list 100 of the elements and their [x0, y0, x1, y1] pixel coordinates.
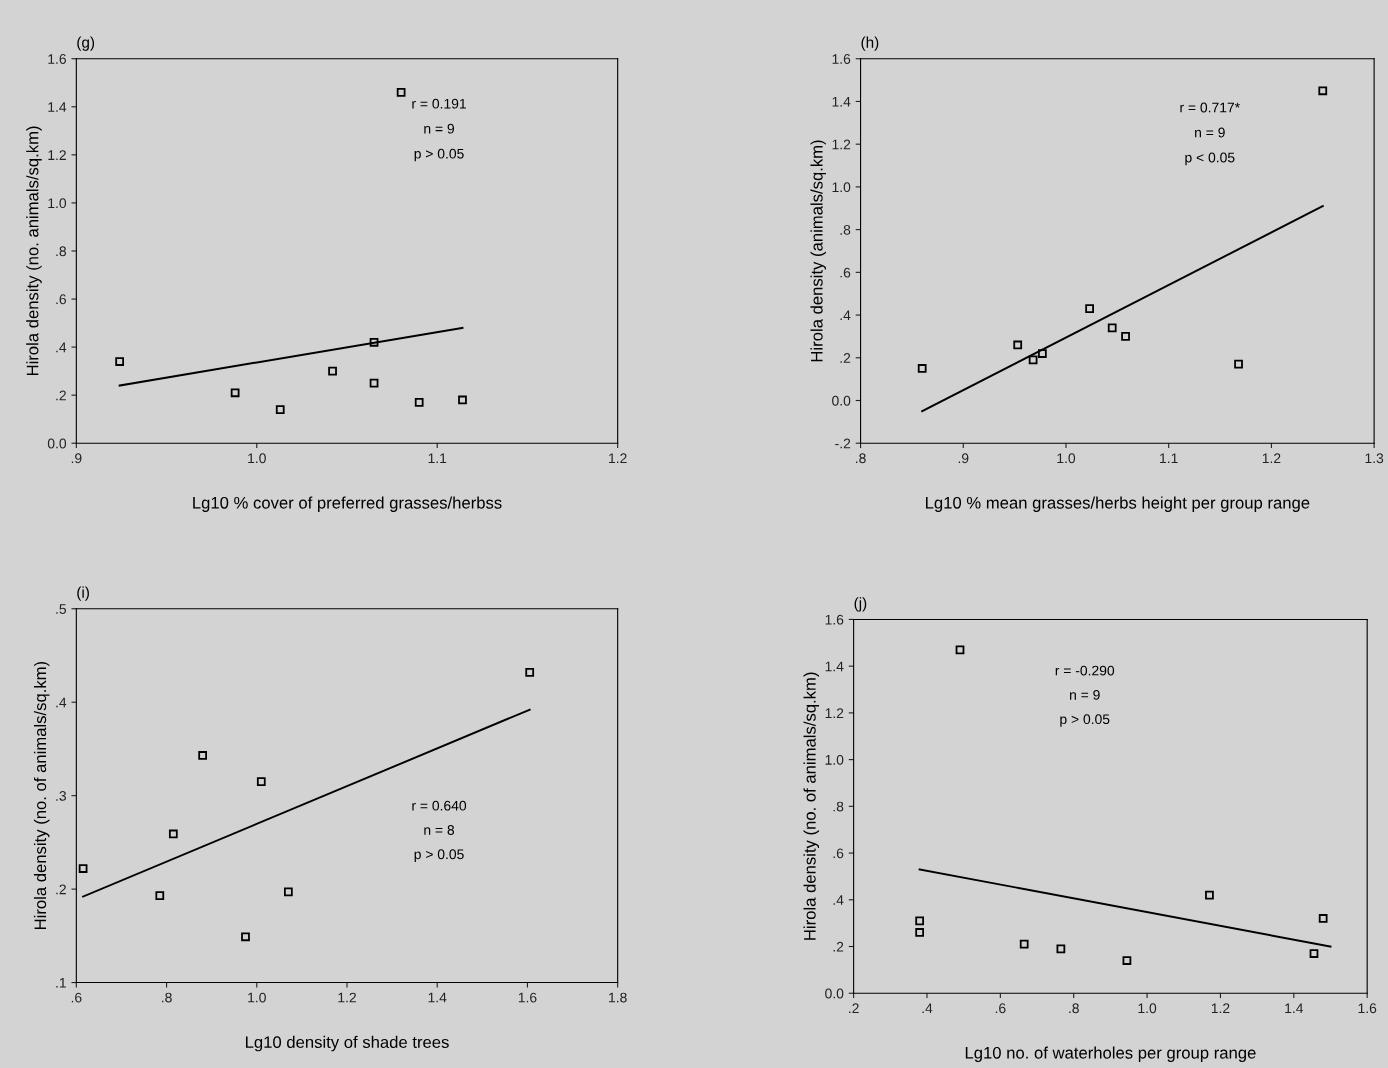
- y-tick-label: .6: [833, 848, 844, 859]
- point: [256, 777, 266, 787]
- x-tick-label: .2: [849, 1003, 859, 1014]
- point: [1205, 890, 1214, 900]
- annotation: r = 0.640: [412, 800, 467, 811]
- y-axis-title: Hirola density (no. animals/sq.km): [26, 126, 42, 376]
- point: [115, 357, 125, 366]
- point: [369, 337, 379, 347]
- y-tick-label: 1.0: [825, 754, 844, 765]
- x-tick-label: 1.2: [609, 453, 627, 464]
- point: [1121, 332, 1130, 341]
- annotation: p > 0.05: [1060, 714, 1110, 727]
- point: [1318, 86, 1328, 96]
- x-tick-label: 1.2: [1262, 453, 1281, 464]
- y-tick-label: 1.0: [48, 198, 67, 209]
- y-tick-label: .6: [840, 267, 851, 278]
- y-axis-title: Hirola density (animals/sq.km): [810, 140, 826, 362]
- point: [198, 751, 208, 760]
- x-tick-label: 1.6: [518, 992, 537, 1003]
- y-tick-label: 1.6: [48, 54, 67, 64]
- point: [396, 88, 406, 97]
- point: [414, 397, 424, 407]
- y-tick-label: 0.0: [825, 988, 844, 999]
- y-tick-label: 1.6: [832, 54, 851, 64]
- chart-title: (j): [854, 597, 867, 612]
- point: [369, 378, 379, 388]
- chart-title: (i): [77, 586, 89, 601]
- annotation: p < 0.05: [1185, 152, 1235, 166]
- y-tick-label: .1: [56, 978, 66, 988]
- point: [1013, 340, 1023, 350]
- y-axis-title: Hirola density (no. of animals/sq.km): [803, 672, 820, 940]
- x-axis-title: Lg10 density of shade trees: [245, 1035, 449, 1052]
- point: [1318, 914, 1328, 923]
- y-tick-label: 1.4: [825, 661, 844, 672]
- point: [275, 405, 285, 414]
- x-axis-title: Lg10 % mean grasses/herbs height per group range: [926, 496, 1310, 512]
- y-tick-label: -.2: [835, 438, 851, 449]
- point: [155, 891, 165, 901]
- point: [328, 366, 337, 376]
- y-tick-label: .8: [840, 224, 851, 235]
- x-tick-label: 1.8: [609, 992, 627, 1003]
- x-tick-label: 1.1: [428, 453, 447, 464]
- x-tick-label: 1.0: [248, 992, 266, 1003]
- point: [230, 388, 240, 398]
- x-tick-label: 1.0: [1057, 453, 1076, 464]
- point: [955, 645, 965, 655]
- y-tick-label: 1.6: [825, 614, 844, 625]
- point: [458, 395, 467, 405]
- x-tick-label: .6: [995, 1003, 1006, 1014]
- point: [1056, 944, 1066, 954]
- point: [1234, 359, 1243, 369]
- y-tick-label: .4: [840, 310, 851, 321]
- annotation: r = 0.717*: [1180, 102, 1240, 113]
- y-tick-label: .3: [56, 790, 67, 801]
- point: [1019, 939, 1029, 949]
- x-tick-label: 1.2: [1211, 1003, 1230, 1014]
- x-tick-label: 1.0: [1138, 1003, 1157, 1014]
- point: [915, 916, 925, 926]
- y-tick-label: .4: [56, 342, 67, 353]
- point: [915, 928, 925, 937]
- x-axis-title: Lg10 % cover of preferred grasses/herbss: [193, 496, 502, 512]
- x-tick-label: 1.4: [428, 992, 447, 1003]
- y-tick-label: 0.0: [832, 395, 851, 406]
- point: [525, 667, 535, 677]
- x-tick-label: .9: [71, 453, 82, 464]
- y-tick-label: 1.2: [825, 708, 844, 718]
- y-tick-label: .8: [56, 246, 67, 257]
- y-tick-label: .8: [833, 801, 844, 812]
- y-tick-label: 1.2: [48, 150, 66, 160]
- point: [78, 864, 88, 873]
- y-tick-label: .4: [56, 697, 67, 708]
- annotation: n = 9: [1070, 689, 1100, 700]
- point: [917, 364, 927, 373]
- x-tick-label: .8: [1069, 1003, 1079, 1014]
- annotation: r = 0.191: [412, 98, 466, 109]
- point: [241, 932, 250, 942]
- y-tick-label: .4: [833, 895, 844, 905]
- point: [168, 829, 178, 839]
- x-tick-label: 1.2: [338, 992, 356, 1003]
- y-tick-label: .2: [840, 353, 851, 363]
- x-tick-label: 1.4: [1285, 1003, 1304, 1014]
- chart-title: (h): [861, 36, 879, 51]
- y-tick-label: .2: [833, 941, 844, 952]
- annotation: p > 0.05: [414, 148, 464, 162]
- annotation: n = 8: [424, 825, 455, 835]
- x-tick-label: .8: [856, 453, 866, 464]
- point: [1085, 304, 1094, 314]
- y-tick-label: 1.2: [832, 139, 851, 150]
- chart-title: (g): [77, 36, 95, 51]
- x-tick-label: .6: [71, 992, 82, 1003]
- annotation: p > 0.05: [414, 849, 464, 862]
- point: [1122, 956, 1132, 965]
- x-tick-label: .8: [162, 992, 172, 1003]
- y-tick-label: .2: [56, 390, 66, 401]
- x-tick-label: 1.0: [248, 453, 266, 464]
- x-tick-label: .4: [922, 1003, 933, 1014]
- y-tick-label: 1.4: [832, 96, 851, 107]
- x-tick-label: .9: [958, 453, 969, 464]
- point: [1309, 949, 1319, 958]
- y-tick-label: 0.0: [47, 438, 67, 449]
